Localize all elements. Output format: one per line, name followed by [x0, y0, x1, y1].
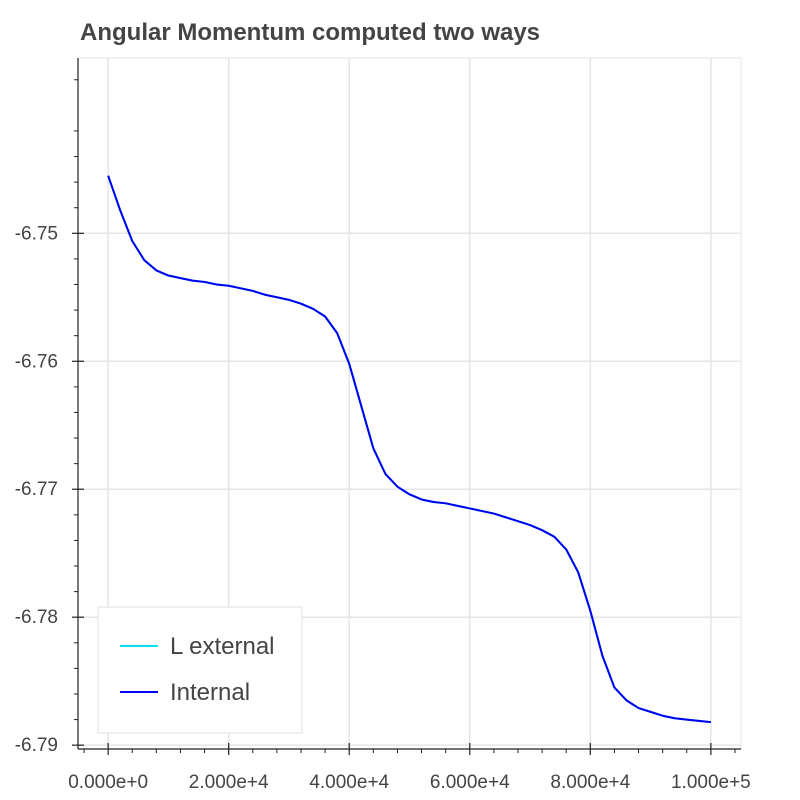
y-tick-label: -6.77 [15, 479, 58, 500]
x-tick-label: 1.000e+5 [671, 772, 751, 793]
legend-label-1: L external [170, 633, 275, 660]
x-tick-label: 6.000e+4 [430, 772, 510, 793]
y-tick-label: -6.75 [15, 223, 58, 244]
x-tick-label: 8.000e+4 [550, 772, 630, 793]
x-tick-label: 4.000e+4 [309, 772, 389, 793]
axes: -6.75 -6.76 -6.77 -6.78 -6.79 0.000e+0 2.000e+… [15, 58, 751, 793]
chart-title: Angular Momentum computed two ways [80, 19, 540, 46]
y-tick-label: -6.78 [15, 607, 58, 628]
y-tick-label: -6.76 [15, 351, 58, 372]
series-line-2 [107, 175, 711, 724]
legend-label-2: Internal [170, 679, 250, 706]
legend: L external Internal [97, 606, 303, 734]
x-tick-label: 2.000e+4 [189, 772, 269, 793]
x-tick-label: 0.000e+0 [68, 772, 148, 793]
legend-box [97, 606, 303, 734]
y-tick-label: -6.79 [15, 735, 58, 756]
series-layer [107, 175, 711, 724]
